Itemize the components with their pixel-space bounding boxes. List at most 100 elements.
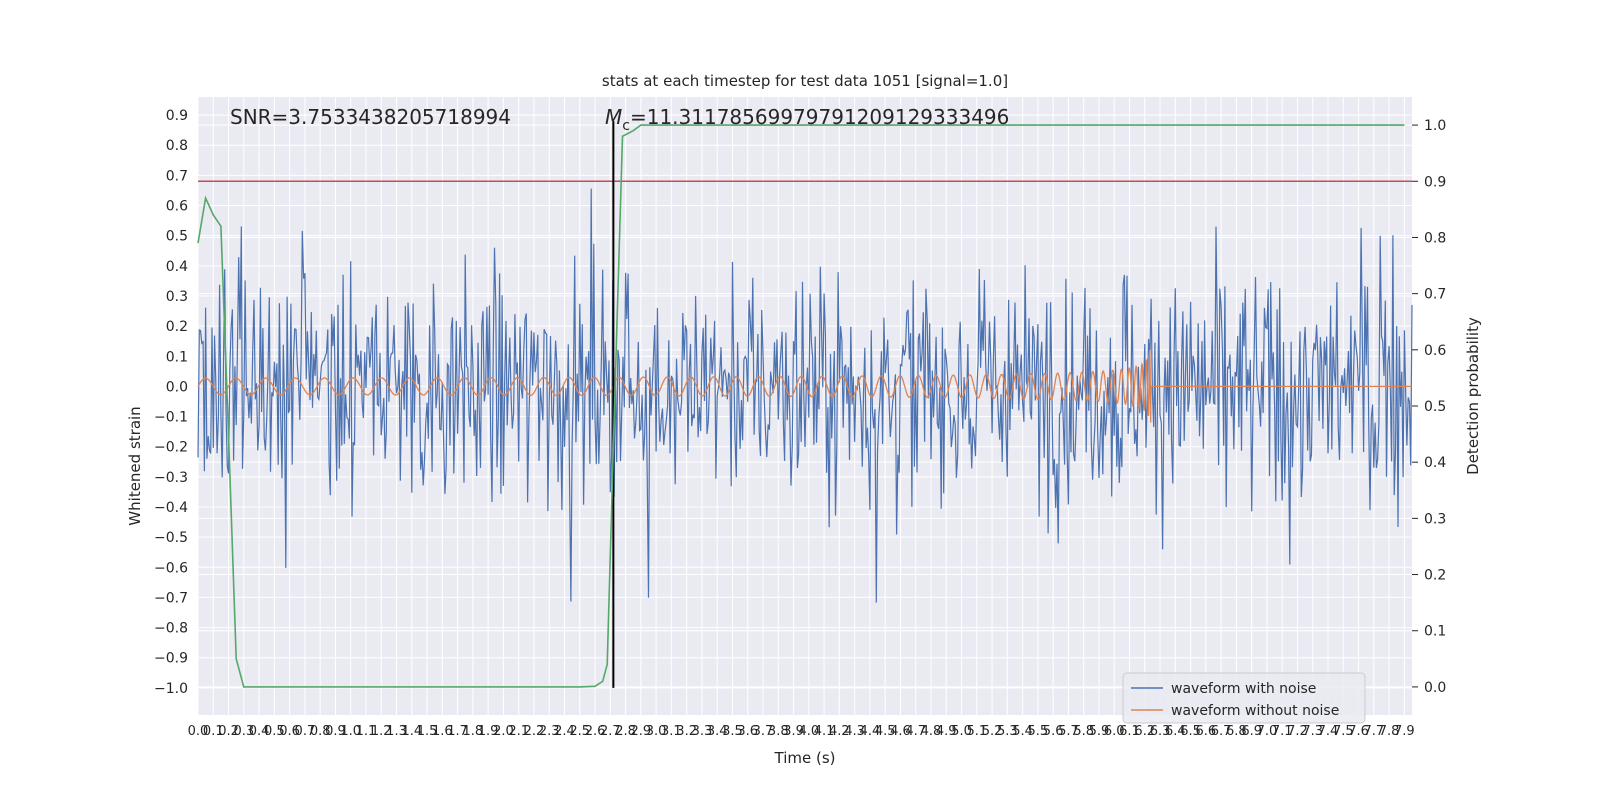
x-tick-label: 0.5 bbox=[264, 724, 285, 739]
x-tick-label: 6.1 bbox=[1119, 724, 1140, 739]
y-tick-label-left: 0.2 bbox=[166, 319, 188, 335]
y-tick-label-left: 0.5 bbox=[166, 229, 188, 245]
x-tick-label: 0.7 bbox=[295, 724, 316, 739]
x-tick-label: 5.9 bbox=[1089, 724, 1110, 739]
x-tick-label: 0.3 bbox=[233, 724, 254, 739]
y-tick-label-left: −1.0 bbox=[154, 681, 188, 697]
y-tick-label-left: −0.7 bbox=[154, 590, 188, 606]
chirp-mass-annotation: Mc=11.31178569979791209129333496 bbox=[605, 105, 1009, 134]
x-tick-label: 6.5 bbox=[1180, 724, 1201, 739]
overlay-lines bbox=[197, 121, 1412, 688]
y-tick-label-right: 0.7 bbox=[1424, 287, 1446, 303]
mc-value: =11.31178569979791209129333496 bbox=[630, 105, 1009, 129]
x-tick-label: 1.0 bbox=[340, 724, 361, 739]
y-axis-label-right: Detection probability bbox=[1464, 317, 1482, 475]
x-tick-label: 6.6 bbox=[1196, 724, 1217, 739]
y-tick-label-left: −0.9 bbox=[154, 651, 188, 667]
y-tick-label-left: 0.7 bbox=[166, 168, 188, 184]
y-tick-label-left: 0.3 bbox=[166, 289, 188, 305]
x-tick-label: 7.7 bbox=[1363, 724, 1384, 739]
mc-symbol: M bbox=[605, 105, 622, 129]
x-tick-label: 2.2 bbox=[524, 724, 545, 739]
chart-title: stats at each timestep for test data 105… bbox=[602, 72, 1008, 90]
series-waveform-without-noise bbox=[197, 349, 1412, 423]
x-tick-label: 1.1 bbox=[356, 724, 377, 739]
y-tick-label-left: −0.2 bbox=[154, 440, 188, 456]
x-tick-label: 3.3 bbox=[692, 724, 713, 739]
y-tick-label-right: 0.9 bbox=[1424, 174, 1446, 190]
x-tick-label: 7.3 bbox=[1302, 724, 1323, 739]
x-tick-label: 4.0 bbox=[798, 724, 819, 739]
x-tick-label: 6.2 bbox=[1134, 724, 1155, 739]
x-tick-label: 5.2 bbox=[982, 724, 1003, 739]
x-tick-label: 6.8 bbox=[1226, 724, 1247, 739]
x-tick-label: 1.7 bbox=[447, 724, 468, 739]
x-tick-label: 4.4 bbox=[860, 724, 881, 739]
y-tick-label-left: 0.4 bbox=[166, 259, 188, 275]
x-tick-label: 6.4 bbox=[1165, 724, 1186, 739]
noise-trace bbox=[197, 188, 1413, 603]
x-tick-label: 4.9 bbox=[936, 724, 957, 739]
x-tick-label: 3.2 bbox=[676, 724, 697, 739]
x-tick-label: 5.8 bbox=[1073, 724, 1094, 739]
x-tick-label: 5.3 bbox=[997, 724, 1018, 739]
y-tick-label-right: 0.1 bbox=[1424, 624, 1446, 640]
series-waveform-with-noise bbox=[197, 188, 1413, 603]
x-tick-label: 7.9 bbox=[1394, 724, 1415, 739]
y-tick-label-right: 0.2 bbox=[1424, 568, 1446, 584]
y-tick-label-left: 0.9 bbox=[166, 108, 188, 124]
x-tick-label: 3.4 bbox=[707, 724, 728, 739]
x-tick-label: 2.1 bbox=[508, 724, 529, 739]
y-tick-label-left: −0.5 bbox=[154, 530, 188, 546]
x-tick-label: 3.8 bbox=[768, 724, 789, 739]
x-tick-label: 2.8 bbox=[615, 724, 636, 739]
legend-box bbox=[1122, 672, 1366, 724]
x-tick-label: 2.7 bbox=[600, 724, 621, 739]
x-tick-label: 2.4 bbox=[554, 724, 575, 739]
x-tick-label: 0.1 bbox=[203, 724, 224, 739]
y-tick-label-right: 0.6 bbox=[1424, 343, 1446, 359]
clean-trace bbox=[197, 349, 1412, 423]
legend: waveform with noise waveform without noi… bbox=[1122, 672, 1366, 724]
x-tick-label: 2.3 bbox=[539, 724, 560, 739]
x-tick-label: 1.9 bbox=[478, 724, 499, 739]
mc-subscript: c bbox=[622, 118, 630, 134]
x-tick-label: 1.3 bbox=[386, 724, 407, 739]
x-tick-label: 2.5 bbox=[569, 724, 590, 739]
x-tick-label: 3.7 bbox=[753, 724, 774, 739]
x-tick-label: 1.6 bbox=[432, 724, 453, 739]
x-tick-label: 1.4 bbox=[401, 724, 422, 739]
x-tick-label: 1.2 bbox=[371, 724, 392, 739]
x-tick-label: 0.6 bbox=[279, 724, 300, 739]
x-tick-label: 7.6 bbox=[1348, 724, 1369, 739]
x-tick-label: 0.9 bbox=[325, 724, 346, 739]
x-tick-label: 5.7 bbox=[1058, 724, 1079, 739]
x-tick-label: 2.6 bbox=[585, 724, 606, 739]
x-tick-label: 0.4 bbox=[249, 724, 270, 739]
x-tick-label: 6.7 bbox=[1211, 724, 1232, 739]
y-tick-label-left: 0.8 bbox=[166, 138, 188, 154]
y-axis-label-left: Whitened strain bbox=[126, 406, 144, 525]
x-tick-label: 6.3 bbox=[1150, 724, 1171, 739]
y-tick-label-left: −0.3 bbox=[154, 470, 188, 486]
x-tick-label: 6.0 bbox=[1104, 724, 1125, 739]
x-tick-label: 7.5 bbox=[1333, 724, 1354, 739]
x-tick-label: 4.3 bbox=[844, 724, 865, 739]
x-tick-label: 4.8 bbox=[921, 724, 942, 739]
y-tick-label-left: −0.1 bbox=[154, 410, 188, 426]
axes: 0.00.10.20.30.40.50.60.70.80.91.01.11.21… bbox=[154, 108, 1446, 739]
x-tick-label: 1.8 bbox=[463, 724, 484, 739]
x-tick-label: 4.1 bbox=[814, 724, 835, 739]
x-tick-label: 7.4 bbox=[1318, 724, 1339, 739]
y-tick-label-left: 0.6 bbox=[166, 199, 188, 215]
y-tick-label-right: 0.5 bbox=[1424, 399, 1446, 415]
x-tick-label: 2.0 bbox=[493, 724, 514, 739]
x-tick-label: 3.6 bbox=[737, 724, 758, 739]
y-tick-label-right: 0.0 bbox=[1424, 680, 1446, 696]
x-tick-label: 0.0 bbox=[188, 724, 209, 739]
x-tick-label: 1.5 bbox=[417, 724, 438, 739]
x-tick-label: 7.8 bbox=[1379, 724, 1400, 739]
x-tick-label: 3.1 bbox=[661, 724, 682, 739]
